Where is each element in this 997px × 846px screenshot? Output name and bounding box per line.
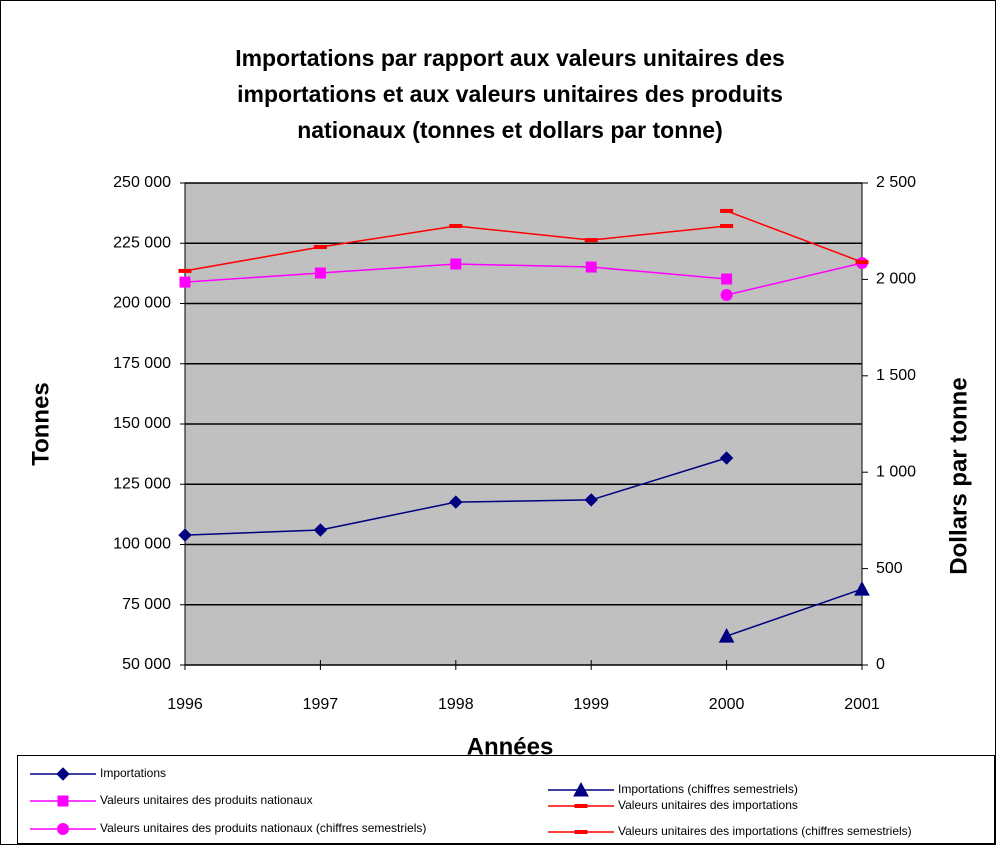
y2-tick-label: 1 500 [876,367,916,384]
marker [178,528,192,542]
legend-label: Valeurs unitaires des produits nationaux… [100,821,426,835]
legend-label: Importations (chiffres semestriels) [618,782,798,796]
chart-title: nationaux (tonnes et dollars par tonne) [297,117,723,143]
y-tick-label: 75 000 [122,596,171,613]
y-tick-label: 150 000 [113,415,171,432]
legend-box [17,755,995,844]
series-line [726,262,863,296]
series-line [726,210,863,263]
legend-marker [57,795,69,807]
y-axis-label: Tonnes [27,382,54,466]
x-tick-label: 1997 [303,696,339,713]
y2-tick-label: 500 [876,560,903,577]
marker [721,273,733,285]
marker [718,628,735,643]
y-tick-label: 250 000 [113,174,171,191]
y2-tick-label: 2 000 [876,271,916,288]
chart-title: importations et aux valeurs unitaires de… [237,81,783,107]
legend-label: Valeurs unitaires des produits nationaux [100,793,313,807]
marker [179,276,191,288]
legend-marker [56,767,70,781]
y2-tick-label: 2 500 [876,174,916,191]
marker [855,260,869,265]
marker [584,238,598,243]
legend-marker [573,781,589,797]
y2-axis-label: Dollars par tonne [945,377,972,574]
marker [449,495,463,509]
marker [178,268,192,273]
y-tick-label: 225 000 [113,234,171,251]
legend-label: Valeurs unitaires des importations [618,798,798,812]
legend-marker [57,823,69,835]
legend-label: Valeurs unitaires des importations (chif… [618,824,912,838]
x-tick-label: 1998 [438,696,474,713]
marker [719,451,734,465]
marker [584,493,598,507]
marker [720,223,734,228]
legend-label: Importations [100,766,166,780]
x-tick-label: 2000 [709,696,745,713]
legend-marker [574,804,588,808]
y-tick-label: 200 000 [113,295,171,312]
chart-title: Importations par rapport aux valeurs uni… [235,45,785,71]
marker [585,261,597,273]
marker [854,581,870,596]
x-tick-label: 1999 [573,696,609,713]
x-tick-label: 1996 [167,696,203,713]
y-tick-label: 100 000 [113,536,171,553]
legend-marker [574,830,588,834]
y2-tick-label: 1 000 [876,463,916,480]
y2-tick-label: 0 [876,656,885,673]
marker [313,245,327,250]
x-tick-label: 2001 [844,696,880,713]
marker [449,223,463,228]
marker [314,267,326,279]
series-line [726,588,863,637]
y-tick-label: 175 000 [113,355,171,372]
marker [720,289,733,302]
marker [313,523,328,537]
marker [450,258,462,270]
y-tick-label: 125 000 [113,475,171,492]
marker [720,208,734,213]
y-tick-label: 50 000 [122,656,171,673]
